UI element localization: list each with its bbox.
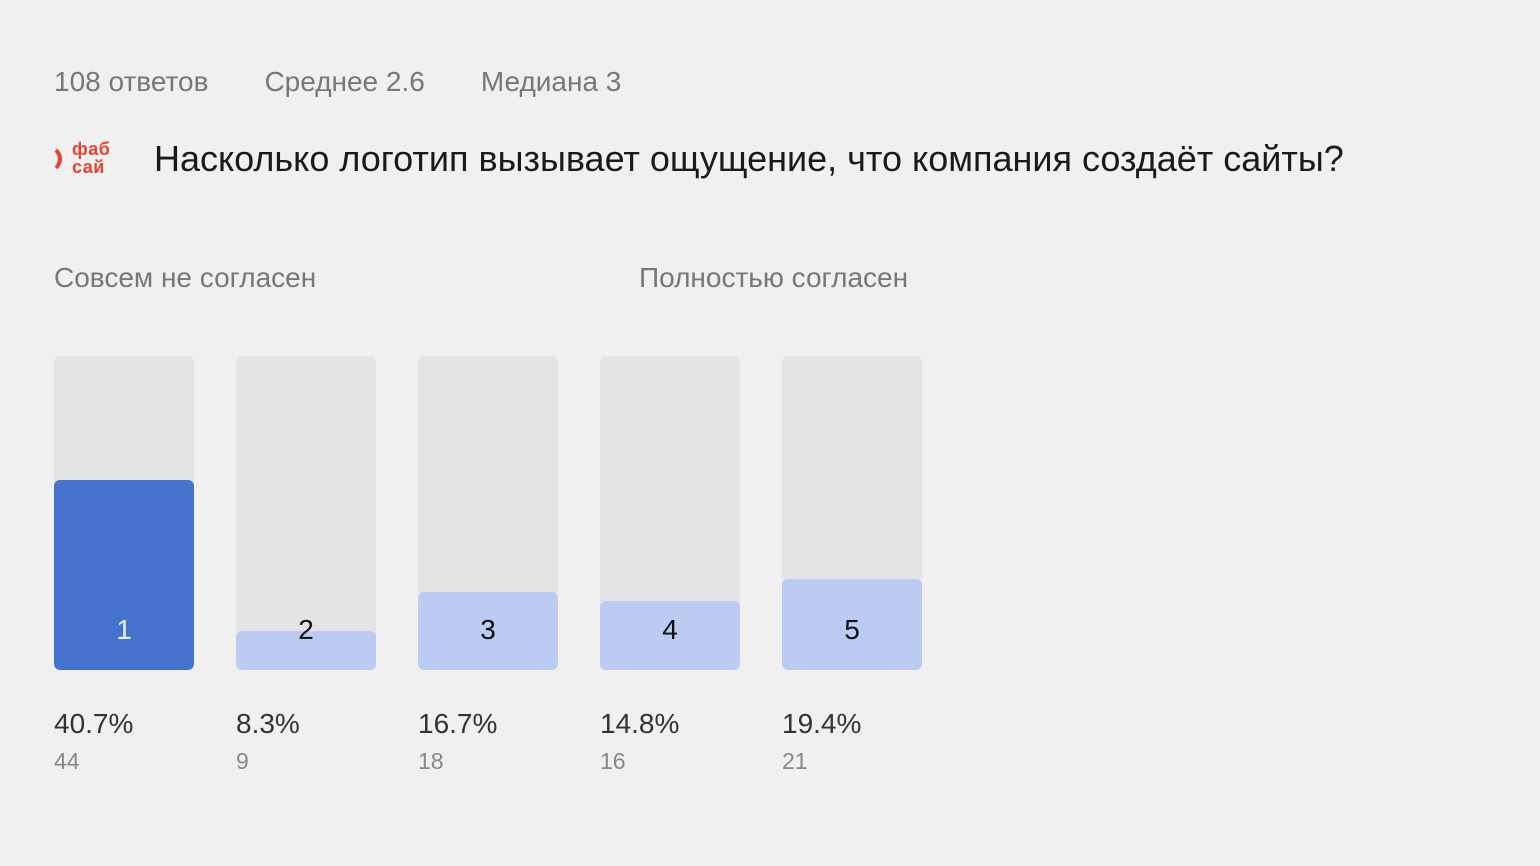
- bar-count-label: 44: [54, 748, 80, 774]
- logo-text: фаб сай: [72, 140, 110, 176]
- bar-count-label: 18: [418, 748, 444, 774]
- bar-track: [236, 356, 376, 670]
- bar-1: [54, 480, 194, 670]
- bar-percent-label: 16.7%: [418, 708, 498, 739]
- bar-category-label: 1: [116, 614, 132, 645]
- bar-category-label: 2: [298, 614, 314, 645]
- bar-2: [236, 631, 376, 670]
- rating-bar-chart: 1 40.7% 44 2 8.3% 9 3 16.7% 18 4 14.8% 16 5 19.4% 21: [54, 356, 934, 796]
- bar-category-label: 4: [662, 614, 678, 645]
- logo-bracket-icon: [54, 148, 62, 170]
- bar-percent-label: 19.4%: [782, 708, 862, 739]
- bar-5: [782, 579, 922, 670]
- bar-track: [418, 356, 558, 670]
- bar-percent-label: 40.7%: [54, 708, 134, 739]
- scale-left-label: Совсем не согласен: [54, 262, 317, 293]
- question-row: фаб сай Насколько логотип вызывает ощуще…: [54, 134, 1344, 184]
- company-logo: фаб сай: [54, 134, 124, 184]
- bar-count-label: 21: [782, 748, 808, 774]
- bar-4: [600, 600, 740, 670]
- bar-category-label: 3: [480, 614, 496, 645]
- bar-percent-label: 14.8%: [600, 708, 680, 739]
- scale-right-label: Полностью согласен: [639, 262, 909, 293]
- responses-count: 108 ответов: [54, 66, 209, 97]
- bar-track: [782, 356, 922, 670]
- bar-count-label: 9: [236, 748, 249, 774]
- bar-track: [54, 356, 194, 670]
- logo-line-2: сай: [72, 157, 105, 177]
- summary-stats: 108 ответов Среднее 2.6 Медиана 3: [54, 66, 621, 98]
- bar-track: [600, 356, 740, 670]
- bar-3: [418, 592, 558, 670]
- median-value: Медиана 3: [480, 66, 622, 97]
- question-title: Насколько логотип вызывает ощущение, что…: [154, 138, 1344, 179]
- bar-category-label: 5: [844, 614, 860, 645]
- mean-value: Среднее 2.6: [264, 66, 425, 97]
- logo-line-1: фаб: [72, 139, 111, 159]
- bar-percent-label: 8.3%: [236, 708, 300, 739]
- bar-count-label: 16: [600, 748, 626, 774]
